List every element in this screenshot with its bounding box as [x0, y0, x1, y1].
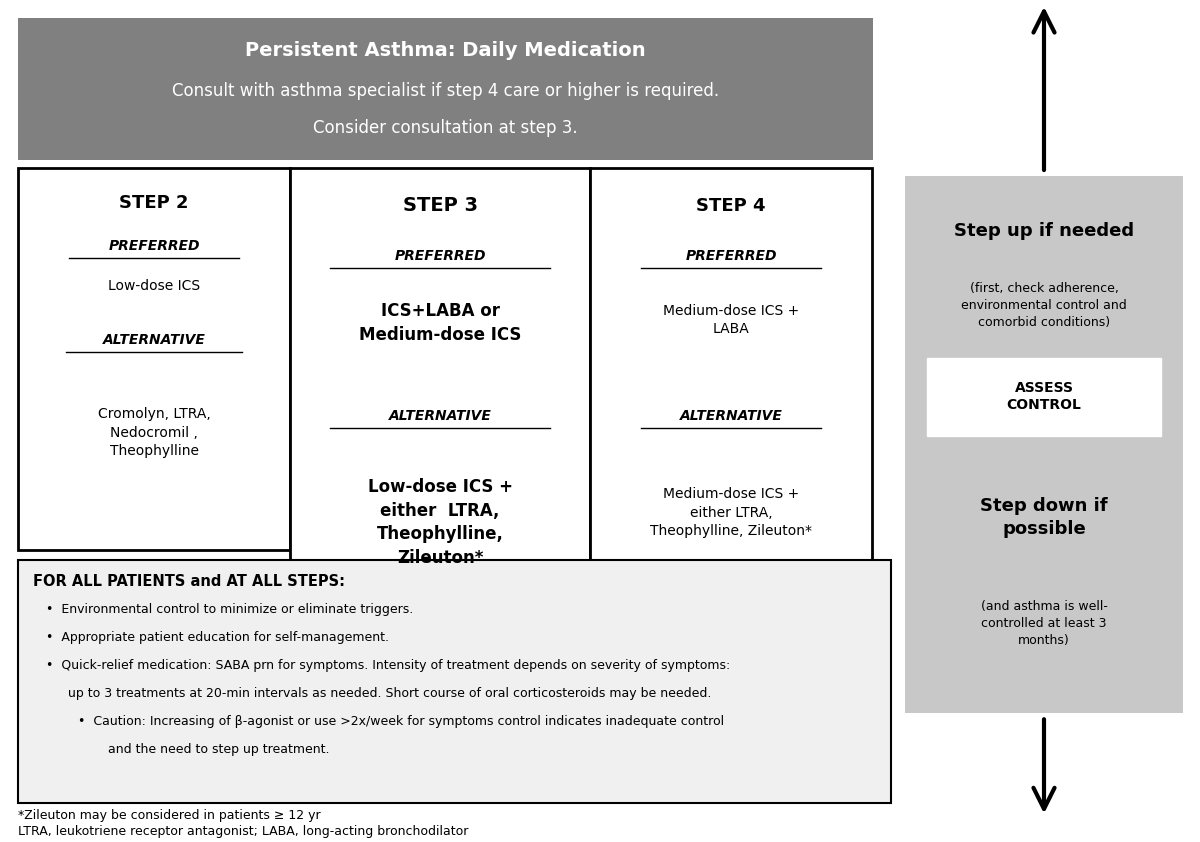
- FancyBboxPatch shape: [905, 176, 1183, 713]
- FancyBboxPatch shape: [290, 168, 590, 652]
- Text: STEP 3: STEP 3: [402, 196, 478, 216]
- Text: LTRA, leukotriene receptor antagonist; LABA, long-acting bronchodilator: LTRA, leukotriene receptor antagonist; L…: [18, 825, 468, 839]
- Text: Medium-dose ICS +
LABA: Medium-dose ICS + LABA: [662, 304, 799, 336]
- Text: Medium-dose ICS +
either LTRA,
Theophylline, Zileuton*: Medium-dose ICS + either LTRA, Theophyll…: [650, 488, 812, 538]
- Text: Persistent Asthma: Daily Medication: Persistent Asthma: Daily Medication: [245, 41, 646, 61]
- Text: Cromolyn, LTRA,
Nedocromil ,
Theophylline: Cromolyn, LTRA, Nedocromil , Theophyllin…: [97, 408, 210, 458]
- Text: PREFERRED: PREFERRED: [108, 239, 199, 253]
- Text: ALTERNATIVE: ALTERNATIVE: [679, 408, 782, 423]
- Text: Step down if
possible: Step down if possible: [980, 498, 1108, 538]
- Text: PREFERRED: PREFERRED: [685, 248, 776, 263]
- Text: (first, check adherence,
environmental control and
comorbid conditions): (first, check adherence, environmental c…: [961, 282, 1127, 329]
- Text: STEP 2: STEP 2: [119, 194, 188, 212]
- Text: ASSESS
CONTROL: ASSESS CONTROL: [1007, 381, 1081, 413]
- FancyBboxPatch shape: [18, 560, 890, 803]
- FancyBboxPatch shape: [18, 168, 290, 550]
- Text: STEP 4: STEP 4: [696, 197, 766, 215]
- Text: ICS+LABA or
Medium-dose ICS: ICS+LABA or Medium-dose ICS: [359, 302, 521, 344]
- Text: Low-dose ICS +
either  LTRA,
Theophylline,
Zileuton*: Low-dose ICS + either LTRA, Theophylline…: [367, 478, 512, 567]
- Text: Consider consultation at step 3.: Consider consultation at step 3.: [313, 119, 578, 137]
- FancyBboxPatch shape: [18, 18, 874, 160]
- Text: FOR ALL PATIENTS and AT ALL STEPS:: FOR ALL PATIENTS and AT ALL STEPS:: [32, 574, 346, 589]
- FancyBboxPatch shape: [590, 168, 872, 749]
- FancyBboxPatch shape: [928, 358, 1162, 435]
- Text: and the need to step up treatment.: and the need to step up treatment.: [108, 743, 330, 756]
- Text: Step up if needed: Step up if needed: [954, 221, 1134, 240]
- Text: •  Environmental control to minimize or eliminate triggers.: • Environmental control to minimize or e…: [46, 603, 413, 616]
- Text: up to 3 treatments at 20-min intervals as needed. Short course of oral corticost: up to 3 treatments at 20-min intervals a…: [68, 687, 712, 700]
- Text: ALTERNATIVE: ALTERNATIVE: [102, 333, 205, 347]
- Text: (and asthma is well-
controlled at least 3
months): (and asthma is well- controlled at least…: [980, 600, 1108, 647]
- Text: Low-dose ICS: Low-dose ICS: [108, 279, 200, 293]
- Text: •  Quick-relief medication: SABA prn for symptoms. Intensity of treatment depend: • Quick-relief medication: SABA prn for …: [46, 659, 731, 672]
- Text: •  Caution: Increasing of β-agonist or use >2x/week for symptoms control indicat: • Caution: Increasing of β-agonist or us…: [78, 715, 724, 728]
- Text: *Zileuton may be considered in patients ≥ 12 yr: *Zileuton may be considered in patients …: [18, 809, 320, 823]
- Text: Consult with asthma specialist if step 4 care or higher is required.: Consult with asthma specialist if step 4…: [172, 82, 719, 100]
- Text: •  Appropriate patient education for self-management.: • Appropriate patient education for self…: [46, 631, 389, 644]
- Text: PREFERRED: PREFERRED: [395, 248, 486, 263]
- Text: ALTERNATIVE: ALTERNATIVE: [389, 408, 492, 423]
